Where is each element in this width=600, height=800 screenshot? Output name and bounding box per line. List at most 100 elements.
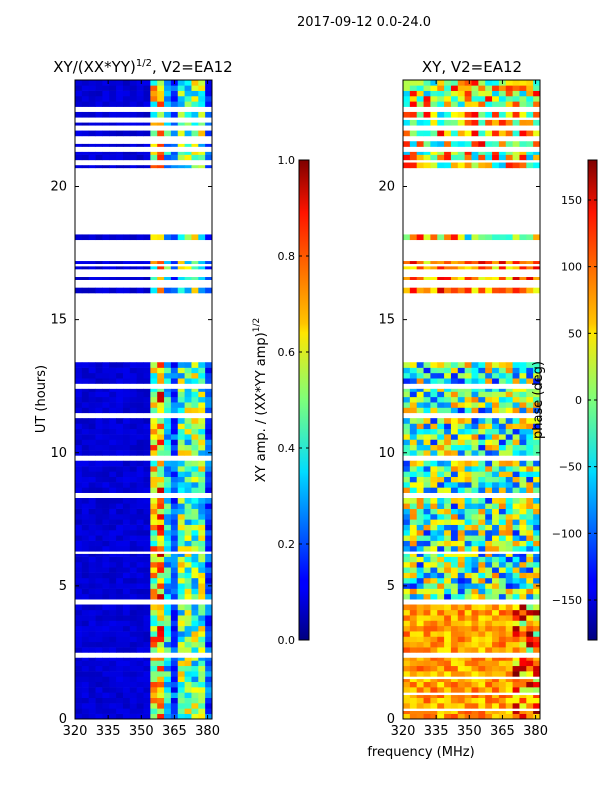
phase-cell [505,482,513,488]
phase-cell [533,434,541,440]
amp-cell [157,577,165,584]
phase-cell [450,553,459,557]
amp-cell [157,434,165,440]
phase-cell [485,556,493,563]
phase-cell [430,378,438,384]
phase-cell [498,234,507,241]
phase-cell [403,90,411,97]
amp-cell [205,471,213,478]
phase-cell [512,85,520,91]
amp-cell [75,471,83,478]
amp-cell [198,122,206,126]
amp-cell [143,130,151,137]
phase-cell [505,545,513,552]
amp-cell [157,444,165,451]
phase-cell [492,577,500,584]
amp-cell [81,524,90,531]
amp-cell [102,503,110,509]
amp-cell [143,519,151,525]
amp-cell [75,687,83,693]
amp-cell [191,615,199,621]
amp-cell [129,681,138,688]
phase-cell [457,362,466,368]
phase-cell [403,687,411,693]
amp-cell [102,154,110,161]
amp-cell [122,593,131,600]
phase-cell [423,609,431,616]
amp-cell [184,151,192,155]
phase-cell [519,508,527,515]
amp-cell [95,388,103,392]
amp-cell [143,261,151,265]
amp-cell [136,165,144,169]
phase-cell [423,362,431,368]
phase-cell [430,625,438,632]
phase-cell [450,466,459,472]
phase-cell [464,588,472,595]
phase-cell [416,671,424,677]
phase-cell [444,697,452,704]
amp-cell [95,418,103,424]
phase-cell [444,572,452,579]
amp-cell [116,713,124,720]
amp-cell [191,636,199,643]
amp-cell [191,471,199,478]
phase-cell [457,162,466,169]
amp-panel-title: XY/(XX*YY)1/2, V2=EA12 [53,58,232,76]
phase-cell [464,503,472,509]
phase-cell [492,418,500,424]
phase-cell [464,665,472,672]
phase-cell [409,681,418,688]
phase-cell [505,95,513,102]
phase-cell [409,593,418,600]
amp-cell [88,692,96,698]
amp-cell [122,143,131,147]
amp-cell [164,708,172,714]
phase-cell [485,444,493,451]
phase-cell [444,519,452,525]
amp-cell [136,665,144,672]
phase-cell [533,588,541,595]
phase-cell [450,391,459,398]
phase-cell [505,609,513,616]
phase-cell [519,713,527,720]
phase-cell [478,641,486,648]
phase-cell [533,151,541,155]
phase-cell [505,466,513,472]
phase-cell [533,540,541,547]
phase-cell [526,80,534,86]
phase-cell [478,407,486,414]
phase-cell [505,671,513,677]
phase-cell [498,482,507,488]
phase-ytick-label: 0 [387,712,395,727]
phase-cell [430,396,438,403]
phase-cell [437,101,445,107]
amp-cell [122,660,131,667]
phase-cell [526,460,534,467]
amp-cell [88,367,96,374]
phase-cell [450,631,459,637]
phase-cell [471,609,479,616]
phase-cell [444,588,452,595]
phase-cell [430,524,438,531]
amp-colorbar-tick-label: 0.0 [278,634,296,647]
phase-cell [533,444,541,451]
amp-cell [157,519,165,525]
phase-cell [505,434,513,440]
phase-cell [450,396,459,403]
phase-cell [471,444,479,451]
phase-cell [464,681,472,688]
amp-cell [143,402,151,408]
phase-cell [505,266,513,270]
phase-cell [464,466,472,472]
phase-cell [423,396,431,403]
phase-cell [403,261,411,265]
amp-cell [157,85,165,91]
phase-cell [485,615,493,621]
amp-cell [150,561,158,568]
amp-cell [95,687,103,693]
amp-cell [205,407,213,414]
amp-cell [170,439,179,446]
phase-cell [512,687,520,693]
amp-cell [164,609,172,616]
